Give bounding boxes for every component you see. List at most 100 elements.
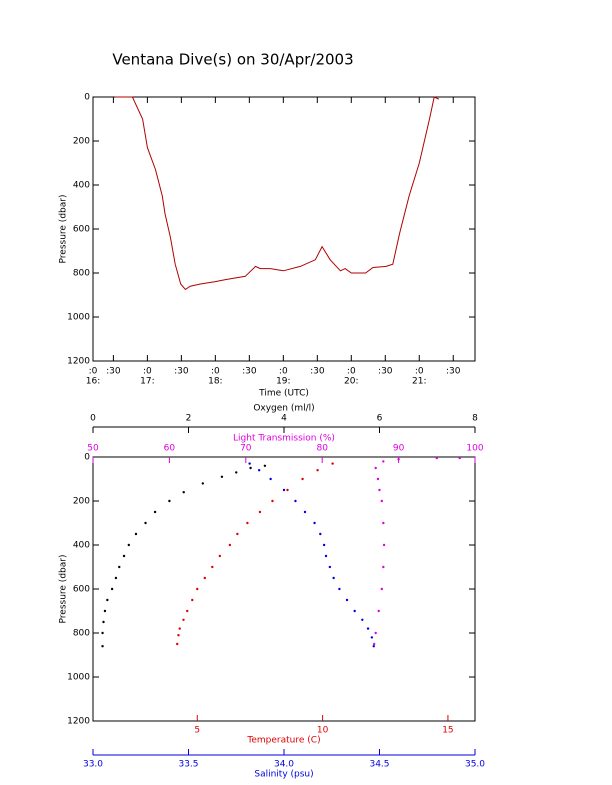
data-point [177,634,180,637]
y-tick-label: 1000 [67,673,90,683]
data-point [102,620,105,624]
data-point [249,466,252,470]
data-point [106,598,109,602]
data-point [228,543,232,547]
data-point [382,543,386,547]
data-point [435,456,438,460]
data-point [378,488,381,492]
data-point [324,554,328,558]
x-hour-label: 21: [412,377,426,387]
data-point [134,532,138,536]
x-tick-label: :0 [415,367,424,377]
pressure-line [114,96,440,291]
data-point [313,521,316,525]
data-point [236,532,239,536]
y-tick-label: 1200 [67,717,90,727]
y-tick-label: 600 [73,585,90,595]
data-point [110,587,114,591]
x-axis-label: Oxygen (ml/l) [253,404,314,414]
data-point [178,627,181,630]
data-point [103,609,107,613]
x-tick-label: :0 [279,367,288,377]
data-point [176,642,179,646]
x-tick-label: 0 [90,414,96,424]
y-tick-label: 200 [73,137,90,147]
x-tick-label: :30 [446,367,461,377]
y-tick-label: 0 [84,453,90,463]
data-point [319,532,322,536]
data-point [316,469,319,472]
x-tick-label: 2 [186,414,192,424]
data-point [361,618,364,621]
data-point [286,488,289,492]
x-tick-label: :0 [143,367,152,377]
data-point [246,521,249,525]
y-tick-label: 800 [73,629,90,639]
data-point [303,510,307,514]
data-point [114,576,118,580]
data-point [382,565,385,569]
data-point [331,462,334,465]
x-tick-label: 35.0 [465,760,485,770]
x-tick-label: 5 [194,726,200,736]
data-point [282,488,286,492]
data-point [211,565,214,569]
data-point [397,458,400,461]
data-point [263,464,267,467]
x-tick-label: 100 [466,444,483,454]
data-point [182,491,185,494]
data-point [101,631,104,635]
data-point [101,645,104,648]
data-point [127,543,131,547]
x-axis-label: Time (UTC) [258,389,309,399]
y-tick-label: 800 [73,269,90,279]
x-hour-label: 19: [276,377,290,387]
x-tick-label: :30 [378,367,393,377]
data-point [118,565,121,569]
data-point [458,456,461,460]
y-tick-label: 400 [73,181,90,191]
x-tick-label: 50 [87,444,99,454]
x-tick-label: 70 [240,444,252,454]
x-axis-label: Light Transmission (%) [233,434,335,444]
data-point [374,466,377,470]
x-hour-label: 20: [344,377,358,387]
data-point [220,475,224,478]
data-point [294,499,297,503]
y-tick-label: 400 [73,541,90,551]
y-tick-label: 200 [73,497,90,507]
data-point [338,587,341,591]
chart-title: Ventana Dive(s) on 30/Apr/2003 [112,51,353,69]
data-point [374,631,377,635]
x-tick-label: 34.0 [274,760,294,770]
data-point [122,554,126,558]
data-point [372,642,376,646]
data-point [332,576,335,580]
data-point [196,587,199,591]
data-point [271,499,274,503]
plot-frame [92,456,476,722]
y-tick-label: 0 [84,93,90,103]
x-tick-label: 90 [393,444,405,454]
data-point [258,510,262,514]
data-point [269,477,272,481]
data-point [370,636,374,639]
data-point [248,462,251,465]
x-tick-label: 8 [472,414,478,424]
data-point [257,469,261,472]
x-axis-label: Temperature (C) [246,736,320,746]
x-tick-label: :0 [89,367,98,377]
x-tick-label: 33.0 [83,760,103,770]
data-point [322,543,326,547]
y-axis-label: Pressure (dbar) [59,195,69,264]
x-hour-label: 16: [86,377,100,387]
x-tick-label: :0 [211,367,220,377]
data-point [382,521,385,525]
data-point [168,499,171,503]
x-tick-label: 6 [377,414,383,424]
data-point [353,609,356,613]
x-tick-label: 60 [164,444,176,454]
data-point [376,477,380,481]
data-point [153,510,157,514]
data-point [191,598,194,602]
